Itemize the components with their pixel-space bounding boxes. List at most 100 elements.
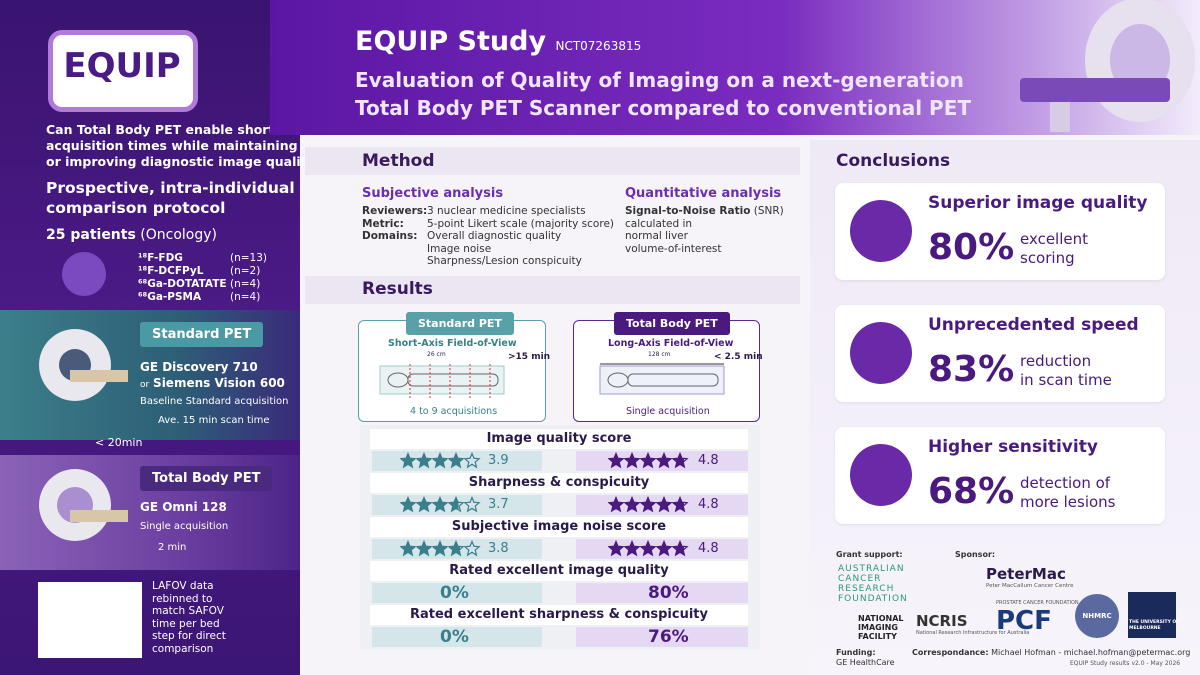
nhmrc-badge bbox=[1075, 594, 1119, 638]
or: or bbox=[140, 380, 150, 390]
standard-label: Standard PET bbox=[140, 322, 264, 347]
lafov-line: match SAFOV bbox=[152, 605, 224, 617]
conclusion-line: in scan time bbox=[1020, 371, 1112, 389]
l: THE UNIVERSITY OF bbox=[1129, 620, 1180, 625]
lafov-line: comparison bbox=[152, 642, 214, 655]
nhmrc-logo: NHMRC bbox=[1082, 612, 1112, 620]
protocol: Prospective, intra-individual comparison… bbox=[46, 178, 295, 218]
conclusion-icon bbox=[850, 200, 912, 262]
standard-score: 3.8 bbox=[488, 541, 509, 556]
total-time: < 2.5 min bbox=[714, 352, 763, 362]
l: RESEARCH bbox=[838, 584, 895, 594]
standard-acq: 4 to 9 acquisitions bbox=[410, 406, 498, 417]
total-note: Single acquisition bbox=[140, 521, 229, 532]
key: Reviewers: bbox=[362, 205, 428, 217]
conclusion-value: 83% bbox=[928, 349, 1015, 390]
method-keys: Reviewers: Metric: Domains: bbox=[362, 205, 427, 243]
logo-box bbox=[48, 30, 198, 112]
total-score: 4.8 bbox=[698, 453, 719, 468]
trial-id: NCT07263815 bbox=[555, 39, 642, 53]
conclusion-line: scoring bbox=[1020, 249, 1075, 267]
total-dim: 128 cm bbox=[648, 351, 671, 358]
star-rating bbox=[608, 496, 689, 513]
l: IMAGING bbox=[858, 623, 898, 632]
title: EQUIP Study NCT07263815 bbox=[355, 26, 641, 57]
standard-fov: Short-Axis Field-of-View bbox=[388, 338, 517, 349]
total-cell bbox=[576, 627, 748, 647]
pcf-top: PROSTATE CANCER FOUNDATION bbox=[996, 600, 1079, 606]
version: EQUIP Study results v2.0 - May 2026 bbox=[1070, 660, 1181, 667]
standard-scanner2: or Siemens Vision 600 bbox=[140, 376, 285, 390]
conclusion-value: 80% bbox=[928, 227, 1015, 268]
results-title: Results bbox=[362, 279, 433, 299]
patients-count: 25 patients bbox=[46, 227, 136, 243]
scanner-icon bbox=[39, 469, 128, 541]
tracer: ⁶⁸Ga-PSMA bbox=[138, 291, 202, 303]
header bbox=[270, 0, 1200, 135]
scanner2: Siemens Vision 600 bbox=[153, 376, 285, 390]
row-header: Rated excellent sharpness & conspicuity bbox=[370, 605, 748, 625]
total-acq: Single acquisition bbox=[626, 406, 710, 417]
standard-cell bbox=[372, 583, 542, 603]
total-cell bbox=[576, 583, 748, 603]
title-text: EQUIP Study bbox=[355, 26, 547, 57]
scanner-icon bbox=[39, 329, 128, 401]
l: FACILITY bbox=[858, 632, 897, 641]
conclusion-title: Superior image quality bbox=[928, 193, 1148, 213]
l: MELBOURNE bbox=[1129, 626, 1161, 631]
subtitle-line: Evaluation of Quality of Imaging on a ne… bbox=[355, 68, 964, 92]
correspondence: Correspondance: Michael Hofman - michael… bbox=[912, 648, 1190, 657]
star-outline bbox=[463, 452, 481, 469]
line: calculated in bbox=[625, 217, 693, 230]
sponsor-label: Sponsor: bbox=[955, 550, 996, 559]
body-long bbox=[599, 363, 725, 395]
star-outline bbox=[463, 540, 481, 557]
conclusion-line: detection of bbox=[1020, 474, 1111, 492]
abbr: (SNR) bbox=[753, 205, 784, 217]
value: Overall diagnostic quality bbox=[427, 230, 562, 242]
conclusion-text: detection of more lesions bbox=[1020, 474, 1116, 512]
results-band bbox=[305, 276, 800, 304]
standard-score: 3.9 bbox=[488, 453, 509, 468]
quantitative-text: Signal-to-Noise Ratio (SNR) calculated i… bbox=[625, 205, 784, 255]
ncris-logo: NCRIS bbox=[916, 612, 968, 630]
nif-logo: NATIONAL IMAGING FACILITY bbox=[858, 614, 903, 641]
star-rating bbox=[608, 452, 689, 469]
protocol-line: comparison protocol bbox=[46, 199, 226, 217]
star-fill bbox=[608, 541, 684, 556]
conclusion-icon bbox=[850, 444, 912, 506]
standard-dim: 26 cm bbox=[427, 351, 446, 358]
lafov-note: LAFOV data rebinned to match SAFOV time per… bbox=[152, 580, 226, 655]
question-line: acquisition times while maintaining bbox=[46, 138, 298, 153]
total-pill: Total Body PET bbox=[614, 312, 730, 335]
patients: 25 patients (Oncology) bbox=[46, 227, 217, 243]
lafov-line: step for direct bbox=[152, 630, 226, 642]
row-header: Rated excellent image quality bbox=[370, 561, 748, 581]
subtitle: Evaluation of Quality of Imaging on a ne… bbox=[355, 66, 971, 122]
conclusions-title: Conclusions bbox=[836, 151, 951, 171]
tracer-n: (n=4) bbox=[230, 278, 261, 290]
question-line: or improving diagnostic image quality? bbox=[46, 154, 323, 169]
tracer-counts: (n=13) (n=2) (n=4) (n=4) bbox=[230, 252, 267, 304]
star-rating bbox=[400, 452, 481, 469]
quantitative-title: Quantitative analysis bbox=[625, 186, 782, 201]
standard-time: Ave. 15 min scan time bbox=[158, 415, 270, 426]
l: AUSTRALIAN bbox=[838, 564, 905, 574]
ncris-sub: National Research Infrastructure for Aus… bbox=[916, 630, 1030, 636]
conclusion-text: excellent scoring bbox=[1020, 230, 1088, 268]
conclusion-line: excellent bbox=[1020, 230, 1089, 248]
key: Metric: bbox=[362, 217, 404, 230]
conclusion-text: reduction in scan time bbox=[1020, 352, 1112, 390]
star-rating bbox=[400, 496, 481, 513]
star-fill bbox=[608, 497, 684, 512]
total-score: 4.8 bbox=[698, 541, 719, 556]
star-fill bbox=[608, 453, 684, 468]
value: Image noise bbox=[427, 242, 492, 255]
pcf-logo: PCF bbox=[996, 606, 1052, 636]
key: Domains: bbox=[362, 230, 418, 242]
row-header: Subjective image noise score bbox=[370, 517, 748, 537]
standard-score: 3.7 bbox=[488, 497, 509, 512]
tracer-n: (n=13) bbox=[230, 252, 268, 264]
snr: Signal-to-Noise Ratio (SNR) bbox=[625, 205, 784, 218]
